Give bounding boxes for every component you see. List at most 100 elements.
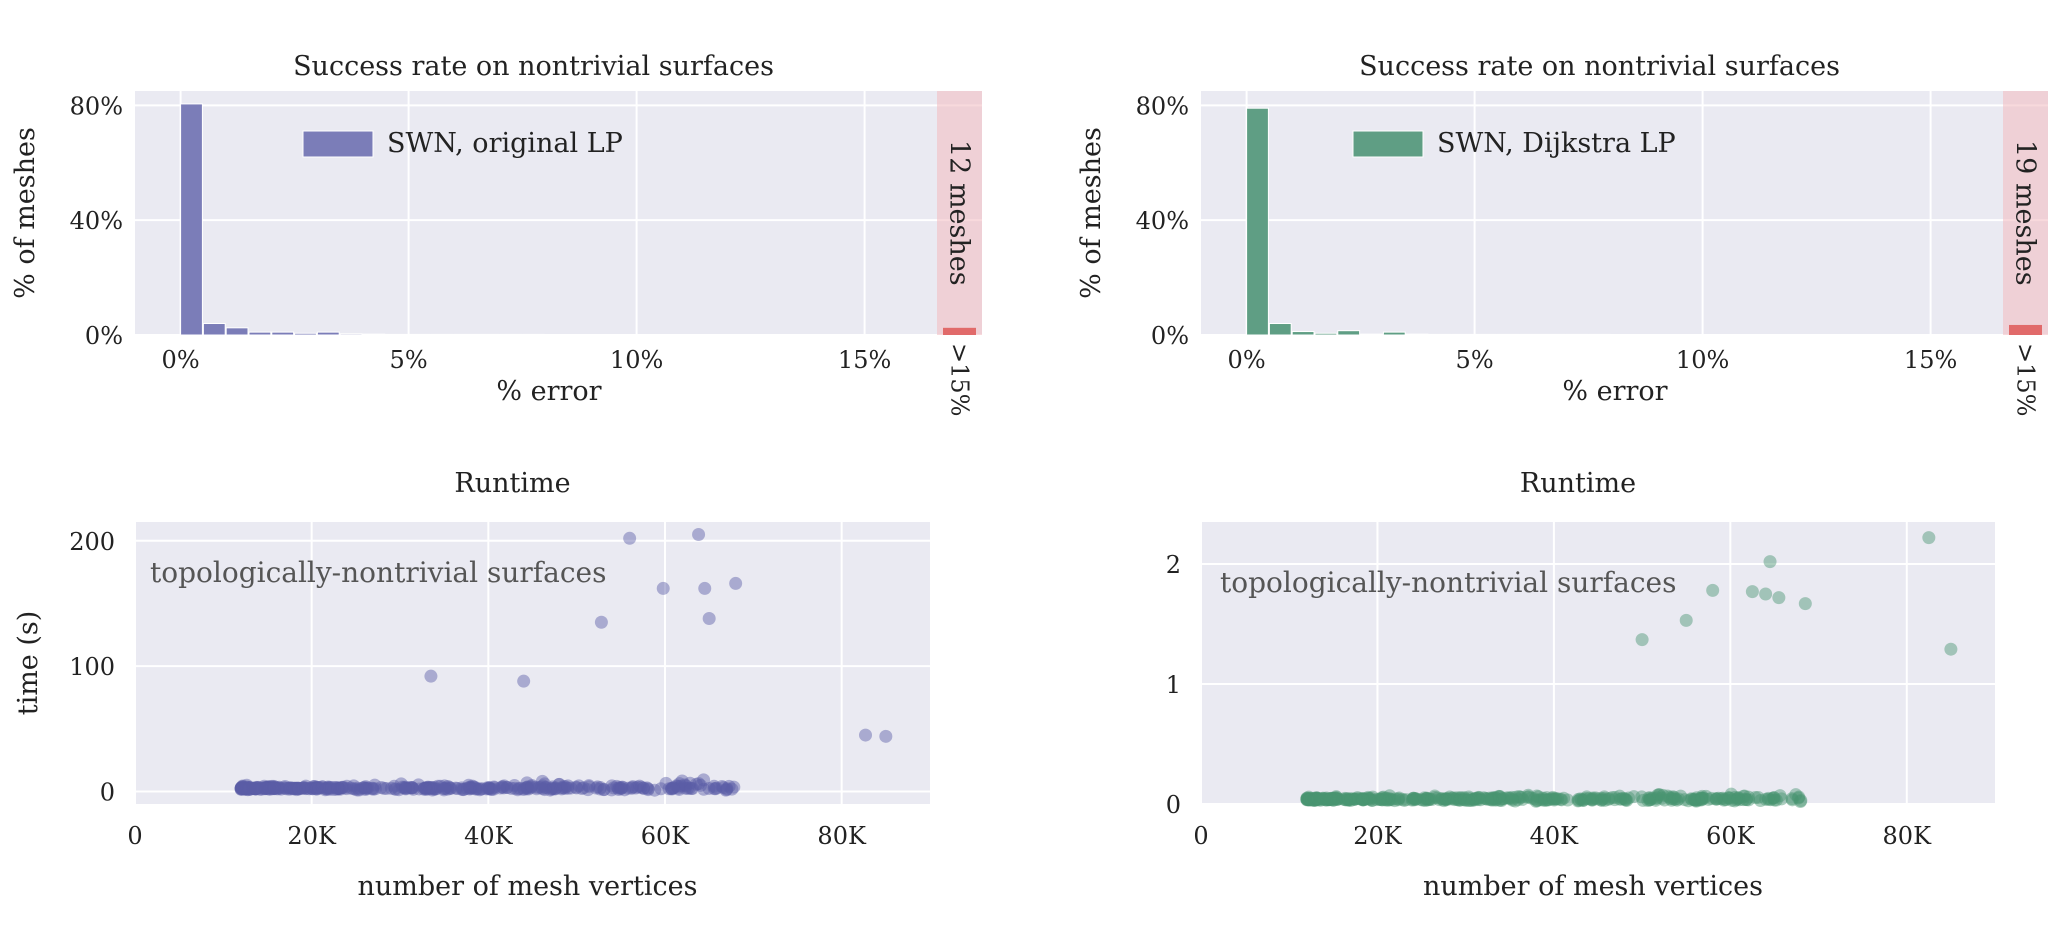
scatter-point	[261, 780, 275, 794]
scatter-point	[1343, 794, 1357, 808]
scatter-point	[1643, 791, 1657, 805]
histogram-bar	[864, 334, 887, 336]
scatter-point	[1503, 791, 1517, 805]
scatter-point	[418, 781, 432, 795]
scatter-point	[267, 780, 281, 794]
scatter-point	[1742, 790, 1756, 804]
scatter-point	[389, 782, 403, 796]
scatter-point	[1406, 791, 1420, 805]
scatter-point	[1529, 794, 1543, 808]
scatter-point	[419, 781, 433, 795]
scatter-point	[1487, 791, 1501, 805]
scatter-point	[368, 782, 382, 796]
scatter-point	[1573, 792, 1587, 806]
scatter-point	[315, 780, 329, 794]
scatter-point	[673, 777, 687, 791]
histogram-bar	[795, 334, 819, 336]
y-tick-label: 0	[100, 778, 115, 806]
scatter-point	[331, 782, 345, 796]
scatter-point	[1341, 793, 1355, 807]
scatter-point	[1337, 792, 1351, 806]
scatter-point	[441, 780, 455, 794]
scatter-point	[1414, 793, 1428, 807]
scatter-point	[242, 781, 256, 795]
scatter-point	[234, 782, 248, 796]
scatter-point	[1751, 790, 1765, 804]
scatter-point	[1548, 792, 1562, 806]
scatter-point	[1555, 793, 1569, 807]
scatter-point	[614, 781, 628, 795]
scatter-point	[255, 781, 269, 795]
scatter-point	[1761, 791, 1775, 805]
scatter-point	[1445, 791, 1459, 805]
scatter-point	[441, 782, 455, 796]
scatter-point	[1488, 793, 1502, 807]
scatter-point	[1432, 793, 1446, 807]
scatter-point	[1347, 792, 1361, 806]
scatter-point	[1690, 793, 1704, 807]
scatter-point	[1330, 791, 1344, 805]
histogram-bar	[1633, 334, 1657, 336]
scatter-point	[243, 782, 257, 796]
scatter-point	[1448, 792, 1462, 806]
scatter-point	[1405, 793, 1419, 807]
scatter-point	[302, 782, 316, 796]
scatter-point	[1695, 789, 1709, 803]
scatter-point	[612, 783, 626, 797]
scatter-point	[234, 781, 248, 795]
scatter-point	[1613, 792, 1627, 806]
x-tick-label: 80K	[817, 822, 867, 850]
scatter-point	[320, 782, 334, 796]
scatter-point	[1362, 791, 1376, 805]
scatter-point	[332, 781, 346, 795]
scatter-point	[312, 781, 326, 795]
scatter-point	[288, 782, 302, 796]
scatter-point	[1308, 793, 1322, 807]
scatter-point	[1467, 792, 1481, 806]
scatter-point	[402, 781, 416, 795]
scatter-point	[236, 779, 250, 793]
scatter-point	[1665, 793, 1679, 807]
scatter-point	[1530, 793, 1544, 807]
scatter-point	[421, 780, 435, 794]
scatter-point	[1521, 790, 1535, 804]
scatter-point	[328, 780, 342, 794]
scatter-point	[1702, 792, 1716, 806]
scatter-point	[1585, 793, 1599, 807]
scatter-point	[521, 780, 535, 794]
scatter-point	[1571, 792, 1585, 806]
scatter-point	[1319, 793, 1333, 807]
scatter-point	[859, 728, 873, 742]
scatter-point	[546, 780, 560, 794]
scatter-point	[719, 783, 733, 797]
scatter-point	[1331, 792, 1345, 806]
scatter-point	[309, 781, 323, 795]
scatter-point	[1308, 793, 1322, 807]
scatter-point	[1326, 792, 1340, 806]
scatter-point	[1729, 793, 1743, 807]
scatter-point	[1388, 792, 1402, 806]
scatter-point	[473, 783, 487, 797]
x-tick-label: 15%	[838, 346, 891, 374]
scatter-point	[1443, 790, 1457, 804]
scatter-point	[240, 778, 254, 792]
scatter-point	[463, 782, 477, 796]
scatter-point	[1303, 792, 1317, 806]
scatter-point	[1547, 792, 1561, 806]
scatter-point	[242, 781, 256, 795]
scatter-point	[1407, 791, 1421, 805]
scatter-point	[684, 782, 698, 796]
histogram-original-lp: 0% 5% 10% 15% 0% 40% 80% 12 meshes >15% SWN, orig…	[10, 51, 982, 416]
scatter-point	[1440, 792, 1454, 806]
histogram-bar	[339, 333, 363, 336]
histogram-bar	[1610, 334, 1634, 336]
scatter-point	[292, 782, 306, 796]
scatter-point	[358, 783, 372, 797]
scatter-point	[484, 782, 498, 796]
scatter-point	[282, 781, 296, 795]
scatter-point	[616, 780, 630, 794]
scatter-point	[1767, 791, 1781, 805]
scatter-point	[1574, 793, 1588, 807]
scatter-point	[1338, 793, 1352, 807]
scatter-point	[279, 782, 293, 796]
